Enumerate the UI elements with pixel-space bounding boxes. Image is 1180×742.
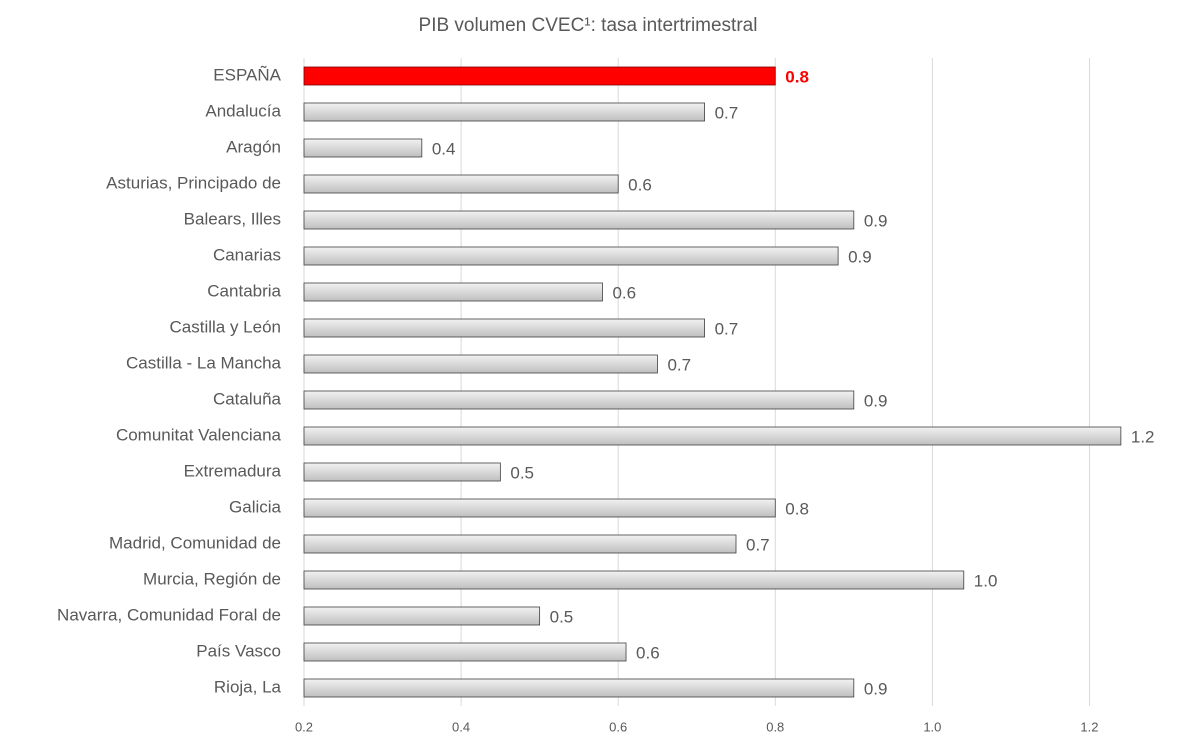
bar <box>303 354 658 374</box>
bar <box>303 426 1122 446</box>
y-tick-label: Castilla y León <box>169 317 281 336</box>
y-tick-label: Madrid, Comunidad de <box>109 533 281 552</box>
y-tick-label: Canarias <box>213 245 281 264</box>
y-tick-label: Asturias, Principado de <box>106 173 281 192</box>
data-label: 0.8 <box>785 499 809 518</box>
y-tick-label: Balears, Illes <box>184 209 281 228</box>
bar <box>303 282 603 302</box>
data-label: 0.8 <box>785 67 809 86</box>
bar <box>303 678 855 698</box>
y-tick-label: Cantabria <box>207 281 281 300</box>
x-tick-label: 0.8 <box>766 719 784 734</box>
chart-title: PIB volumen CVEC¹: tasa intertrimestral <box>419 15 758 36</box>
bar <box>303 498 776 518</box>
data-label: 0.6 <box>628 175 652 194</box>
bar <box>303 138 423 158</box>
y-tick-label: Navarra, Comunidad Foral de <box>57 605 281 624</box>
y-tick-label: País Vasco <box>196 641 281 660</box>
bar <box>303 174 619 194</box>
data-label: 0.9 <box>864 211 888 230</box>
x-tick-label: 1.2 <box>1080 719 1098 734</box>
bar <box>303 462 501 482</box>
data-label: 0.7 <box>746 535 770 554</box>
y-tick-label: Murcia, Región de <box>143 569 281 588</box>
data-label: 1.0 <box>974 571 998 590</box>
data-label: 0.6 <box>636 643 660 662</box>
x-tick-label: 0.6 <box>609 719 627 734</box>
bar <box>303 246 839 266</box>
y-tick-label: ESPAÑA <box>213 65 281 84</box>
bar <box>303 102 705 122</box>
y-tick-label: Andalucía <box>205 101 281 120</box>
data-label: 0.5 <box>550 607 574 626</box>
bar <box>303 318 705 338</box>
bar <box>303 534 737 554</box>
y-tick-label: Galicia <box>229 497 282 516</box>
bar <box>303 390 855 410</box>
x-tick-label: 0.2 <box>295 719 313 734</box>
y-tick-label: Castilla - La Mancha <box>126 353 282 372</box>
bar <box>303 606 541 626</box>
data-label: 1.2 <box>1131 427 1155 446</box>
bar <box>303 570 965 590</box>
data-label: 0.7 <box>667 355 691 374</box>
y-tick-label: Cataluña <box>213 389 282 408</box>
data-label: 0.6 <box>612 283 636 302</box>
data-label: 0.9 <box>848 247 872 266</box>
y-tick-label: Rioja, La <box>214 677 282 696</box>
data-label: 0.9 <box>864 679 888 698</box>
bar <box>303 66 776 86</box>
data-label: 0.9 <box>864 391 888 410</box>
x-tick-label: 1.0 <box>923 719 941 734</box>
x-tick-label: 0.4 <box>452 719 470 734</box>
data-label: 0.5 <box>510 463 534 482</box>
y-tick-label: Extremadura <box>184 461 282 480</box>
data-label: 0.7 <box>715 319 739 338</box>
y-tick-label: Aragón <box>226 137 281 156</box>
data-label: 0.7 <box>715 103 739 122</box>
bar <box>303 642 627 662</box>
y-tick-label: Comunitat Valenciana <box>116 425 282 444</box>
data-label: 0.4 <box>432 139 456 158</box>
bar <box>303 210 855 230</box>
